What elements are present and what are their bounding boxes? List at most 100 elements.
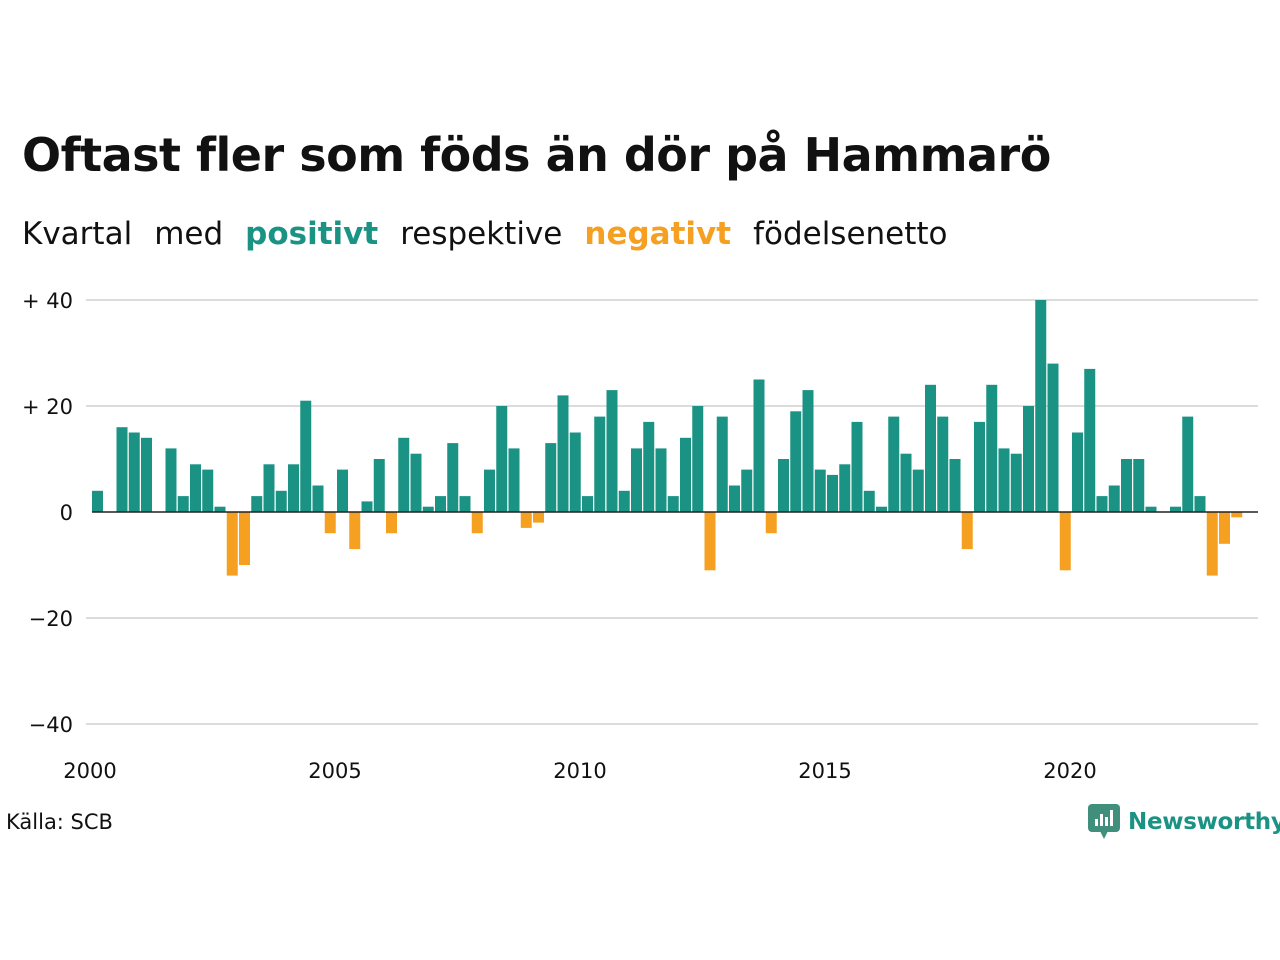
x-tick-label: 2010: [553, 759, 606, 783]
bar: [912, 469, 924, 512]
bar: [1194, 496, 1206, 512]
bar: [655, 448, 667, 512]
bar: [802, 390, 814, 512]
bar: [790, 411, 802, 512]
bar: [275, 490, 287, 512]
bar: [533, 512, 544, 523]
bar: [349, 512, 361, 550]
bar: [435, 496, 446, 512]
bar: [1047, 363, 1059, 512]
source-note: Källa: SCB: [6, 810, 113, 834]
bars: [92, 300, 1243, 576]
bar: [361, 501, 373, 512]
bar: [226, 512, 238, 576]
bar: [1182, 416, 1194, 512]
bar: [386, 512, 397, 534]
bar: [618, 490, 630, 512]
bar: [373, 459, 385, 512]
bar: [888, 416, 900, 512]
bar: [92, 490, 103, 512]
subtitle-text-med: med: [154, 216, 224, 252]
bar: [447, 443, 459, 512]
bar: [141, 437, 152, 512]
x-tick-label: 2020: [1043, 759, 1096, 783]
y-axis-labels: + 40 + 20 0 −20 −40: [22, 289, 73, 737]
x-tick-label: 2015: [798, 759, 851, 783]
bar: [1133, 459, 1145, 512]
bar: [557, 395, 569, 512]
bar: [949, 459, 961, 512]
bar: [582, 496, 593, 512]
bar: [961, 512, 973, 550]
y-tick-label: −20: [29, 607, 73, 631]
bar: [667, 496, 679, 512]
bar: [1206, 512, 1218, 576]
bar: [128, 432, 140, 512]
bar: [741, 469, 753, 512]
bar: [263, 464, 275, 512]
bar: [716, 416, 728, 512]
bar: [288, 464, 299, 512]
bar: [471, 512, 483, 534]
bar: [312, 485, 324, 512]
bar: [1108, 485, 1120, 512]
bar: [459, 496, 471, 512]
bar: [239, 512, 250, 565]
bar: [680, 437, 691, 512]
bar: [177, 496, 189, 512]
grid-lines: [86, 299, 1258, 725]
bar: [508, 448, 520, 512]
bar: [900, 453, 912, 512]
y-tick-label: 0: [60, 501, 73, 525]
x-axis-labels: 2000 2005 2010 2015 2020: [63, 759, 1096, 783]
bar: [569, 432, 581, 512]
bar: [422, 506, 434, 512]
subtitle-positive-label: positivt: [245, 216, 379, 252]
subtitle-text-respektive: respektive: [400, 216, 563, 252]
bar: [1059, 512, 1071, 571]
bar: [545, 443, 557, 512]
bar: [1145, 506, 1157, 512]
bar: [998, 448, 1010, 512]
bar: [251, 496, 263, 512]
bar: [594, 416, 606, 512]
bar: [1121, 459, 1132, 512]
subtitle-text-fodelsenetto: födelsenetto: [753, 216, 948, 252]
x-tick-label: 2005: [308, 759, 361, 783]
bar: [1219, 512, 1230, 544]
x-tick-label: 2000: [63, 759, 116, 783]
bar: [1010, 453, 1022, 512]
chart-title: Oftast fler som föds än dör på Hammarö: [22, 128, 1051, 182]
bar: [190, 464, 201, 512]
y-tick-label: + 20: [22, 395, 73, 419]
bar: [827, 474, 838, 512]
bar: [202, 469, 214, 512]
bar: [925, 384, 936, 512]
bar: [300, 400, 312, 512]
bar: [484, 469, 495, 512]
bar: [496, 406, 508, 512]
bar: [753, 379, 765, 512]
bar: [520, 512, 532, 528]
bar: [631, 448, 642, 512]
bar: [165, 448, 177, 512]
bar: [606, 390, 618, 512]
bar: [1084, 368, 1096, 512]
bar: [1170, 506, 1181, 512]
bar: [876, 506, 887, 512]
bar: [778, 459, 789, 512]
subtitle-text-kvartal: Kvartal: [22, 216, 133, 252]
bar: [1035, 300, 1047, 512]
newsworthy-logo-icon: [1088, 804, 1120, 839]
bar: [116, 427, 128, 512]
bar: [692, 406, 704, 512]
bar: [765, 512, 777, 534]
newsworthy-logo[interactable]: Newsworthy: [1088, 804, 1280, 840]
bar: [814, 469, 826, 512]
bar: [410, 453, 422, 512]
bar-chart: + 40 + 20 0 −20 −40 2000 2005 2010 2015 2020: [22, 289, 1258, 783]
bar: [324, 512, 336, 534]
bar: [986, 384, 998, 512]
y-tick-label: + 40: [22, 289, 73, 313]
bar: [1231, 512, 1243, 518]
